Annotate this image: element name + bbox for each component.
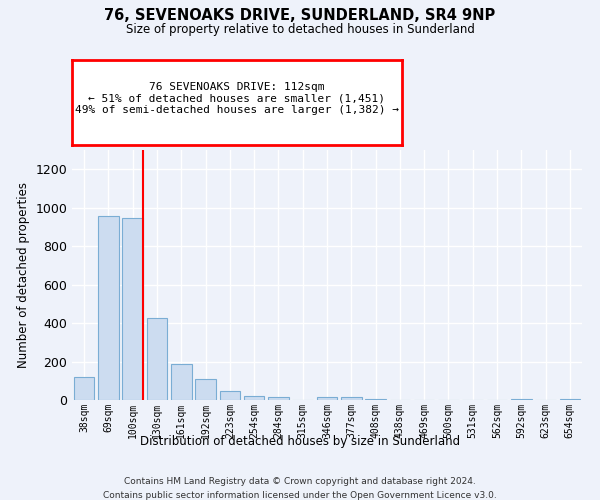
Text: Distribution of detached houses by size in Sunderland: Distribution of detached houses by size … xyxy=(140,435,460,448)
Bar xyxy=(268,397,289,400)
Bar xyxy=(560,399,580,400)
Bar xyxy=(511,399,532,400)
Bar xyxy=(341,397,362,400)
Bar xyxy=(317,397,337,400)
Bar xyxy=(146,318,167,400)
Text: 76 SEVENOAKS DRIVE: 112sqm
← 51% of detached houses are smaller (1,451)
49% of s: 76 SEVENOAKS DRIVE: 112sqm ← 51% of deta… xyxy=(75,82,399,115)
Bar xyxy=(171,364,191,400)
Text: Size of property relative to detached houses in Sunderland: Size of property relative to detached ho… xyxy=(125,22,475,36)
Text: Contains HM Land Registry data © Crown copyright and database right 2024.: Contains HM Land Registry data © Crown c… xyxy=(124,478,476,486)
Bar xyxy=(244,396,265,400)
Bar xyxy=(220,392,240,400)
Bar xyxy=(365,399,386,400)
Text: Contains public sector information licensed under the Open Government Licence v3: Contains public sector information licen… xyxy=(103,491,497,500)
Bar xyxy=(122,218,143,400)
Y-axis label: Number of detached properties: Number of detached properties xyxy=(17,182,30,368)
Bar xyxy=(98,216,119,400)
Bar xyxy=(195,379,216,400)
Bar xyxy=(74,377,94,400)
Text: 76, SEVENOAKS DRIVE, SUNDERLAND, SR4 9NP: 76, SEVENOAKS DRIVE, SUNDERLAND, SR4 9NP xyxy=(104,8,496,22)
